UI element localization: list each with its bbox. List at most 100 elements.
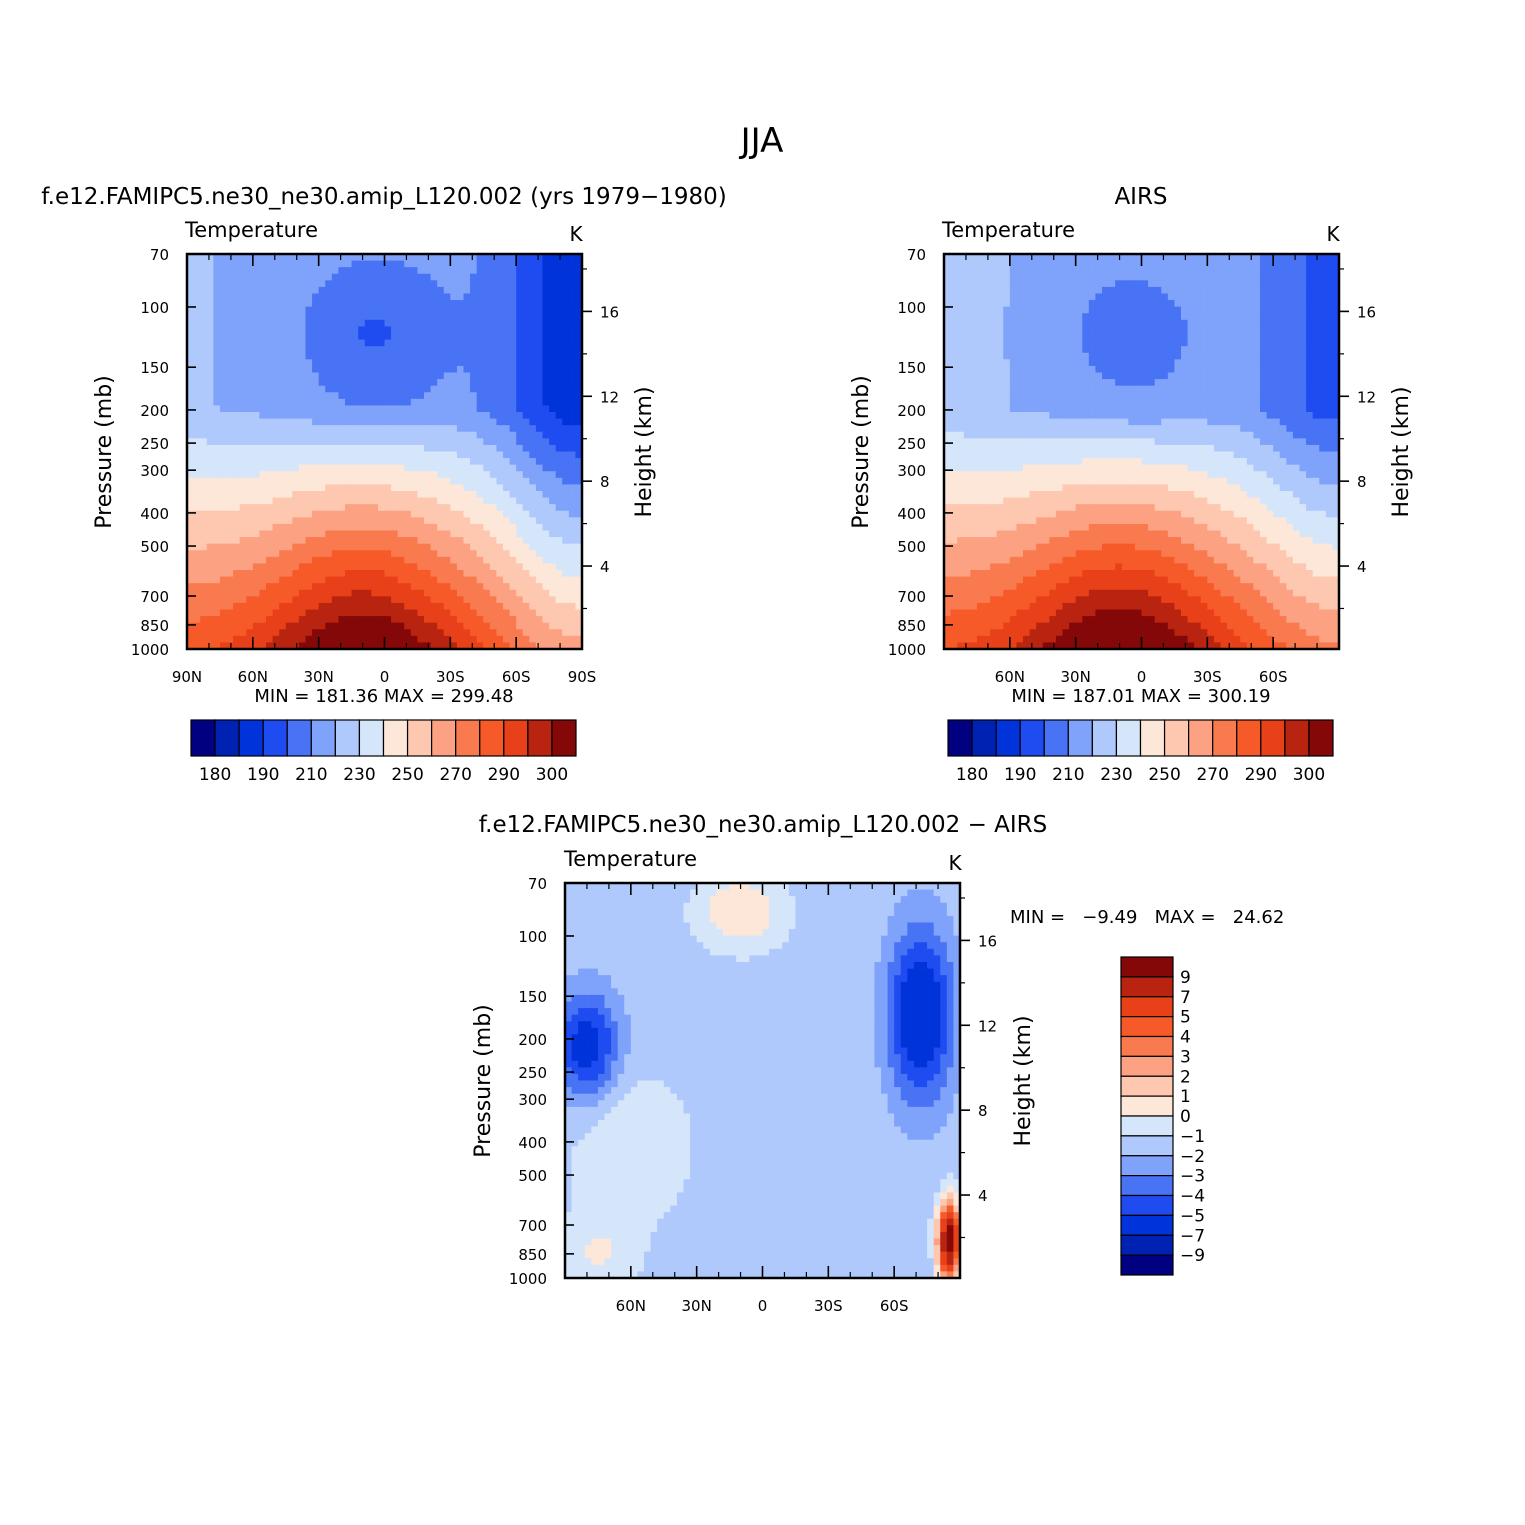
contour-cell [404, 431, 412, 439]
contour-cell [430, 609, 438, 617]
contour-cell [568, 438, 577, 446]
contour-cell [963, 333, 971, 341]
contour-cell [430, 359, 438, 367]
contour-cell [1062, 359, 1070, 367]
contour-cell [443, 477, 451, 486]
contour-cell [509, 583, 517, 591]
contour-cell [1332, 352, 1340, 360]
contour-cell [312, 267, 320, 275]
contour-cell [325, 326, 333, 334]
contour-cell [1187, 267, 1195, 275]
contour-cell [298, 517, 307, 525]
contour-cell [1029, 339, 1037, 347]
contour-cell [1062, 365, 1070, 374]
contour-cell [443, 293, 451, 301]
contour-cell [239, 602, 247, 611]
contour-cell [193, 286, 201, 295]
contour-cell [279, 517, 287, 525]
contour-cell [239, 365, 247, 374]
contour-cell [1134, 260, 1143, 268]
contour-cell [516, 629, 524, 637]
contour-cell [1082, 254, 1090, 262]
contour-cell [443, 504, 451, 512]
contour-cell [963, 273, 971, 281]
contour-cell [1161, 385, 1169, 393]
contour-cell [213, 642, 221, 650]
contour-cell [246, 365, 254, 374]
contour-cell [345, 583, 353, 591]
contour-cell [292, 398, 300, 407]
contour-cell [1260, 293, 1268, 301]
contour-cell [944, 260, 952, 268]
contour-cell [364, 444, 372, 453]
contour-cell [1148, 385, 1156, 393]
contour-cell [239, 333, 247, 341]
contour-cell [1062, 286, 1070, 295]
contour-cell [1049, 273, 1057, 281]
contour-cell [443, 497, 451, 505]
contour-cell [1154, 267, 1162, 275]
contour-cell [298, 556, 307, 565]
contour-cell [522, 313, 530, 321]
contour-cell [266, 616, 274, 624]
contour-cell [200, 517, 208, 525]
contour-cell [298, 405, 307, 413]
contour-cell [562, 589, 570, 597]
contour-cell [259, 596, 267, 604]
contour-cell [318, 425, 326, 433]
contour-cell [1075, 300, 1083, 308]
contour-cell [252, 431, 261, 439]
contour-cell [1069, 280, 1077, 288]
contour-cell [516, 458, 524, 466]
contour-cell [1292, 306, 1301, 314]
contour-cell [213, 300, 221, 308]
contour-cell [516, 254, 524, 262]
contour-cell [549, 273, 557, 281]
contour-cell [1016, 313, 1024, 321]
contour-cell [516, 280, 524, 288]
contour-cell [298, 477, 307, 486]
contour-cell [470, 537, 478, 545]
contour-cell [522, 405, 530, 413]
contour-cell [575, 286, 583, 295]
contour-cell [351, 438, 359, 446]
contour-cell [351, 313, 359, 321]
contour-cell [384, 550, 392, 558]
contour-cell [1312, 339, 1320, 347]
contour-cell [555, 629, 563, 637]
contour-cell [338, 260, 346, 268]
contour-cell [456, 333, 465, 341]
contour-cell [555, 622, 563, 630]
contour-cell [1115, 313, 1123, 321]
contour-cell [1161, 313, 1169, 321]
contour-cell [193, 510, 201, 518]
contour-cell [463, 523, 471, 532]
contour-cell [1062, 333, 1070, 341]
contour-cell [496, 464, 504, 472]
contour-cell [424, 333, 432, 341]
contour-cell [443, 583, 451, 591]
contour-cell [318, 405, 326, 413]
contour-cell [424, 319, 432, 328]
contour-cell [1042, 267, 1050, 275]
contour-cell [351, 596, 359, 604]
contour-cell [358, 570, 366, 578]
contour-cell [516, 530, 524, 538]
contour-cell [298, 300, 307, 308]
contour-cell [404, 609, 412, 617]
contour-cell [226, 412, 234, 420]
contour-cell [450, 583, 458, 591]
contour-cell [338, 517, 346, 525]
contour-cell [1286, 339, 1294, 347]
contour-cell [226, 530, 234, 538]
contour-cell [246, 425, 254, 433]
contour-cell [377, 418, 386, 426]
contour-cell [246, 464, 254, 472]
contour-cell [1260, 286, 1268, 295]
contour-cell [219, 616, 228, 624]
panel-airs-contour-field [944, 254, 1340, 650]
contour-cell [503, 471, 511, 479]
contour-cell [239, 286, 247, 295]
contour-cell [470, 635, 478, 644]
contour-cell [1134, 293, 1143, 301]
